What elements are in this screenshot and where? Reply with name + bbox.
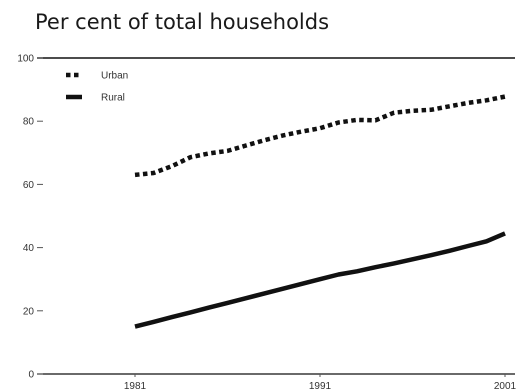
x-tick-label: 1991 bbox=[309, 381, 332, 392]
series-line-rural bbox=[134, 231, 506, 329]
y-tick-label: 40 bbox=[23, 243, 35, 254]
series-layer bbox=[134, 94, 506, 329]
x-tick-label: 1981 bbox=[124, 381, 147, 392]
y-tick-label: 20 bbox=[23, 306, 35, 317]
y-tick-label: 100 bbox=[17, 54, 34, 65]
y-tick-label: 0 bbox=[28, 370, 34, 381]
legend-label-rural: Rural bbox=[101, 93, 125, 104]
series-line-urban bbox=[134, 94, 506, 178]
legend-label-urban: Urban bbox=[101, 71, 128, 82]
axes: 0 20 40 60 80 100 1981 1991 2001 bbox=[17, 54, 516, 392]
legend: Urban Rural bbox=[66, 71, 128, 104]
x-tick-label: 2001 bbox=[494, 381, 517, 392]
y-tick-label: 60 bbox=[23, 180, 35, 191]
y-tick-label: 80 bbox=[23, 117, 35, 128]
chart-title: Per cent of total households bbox=[35, 10, 330, 34]
